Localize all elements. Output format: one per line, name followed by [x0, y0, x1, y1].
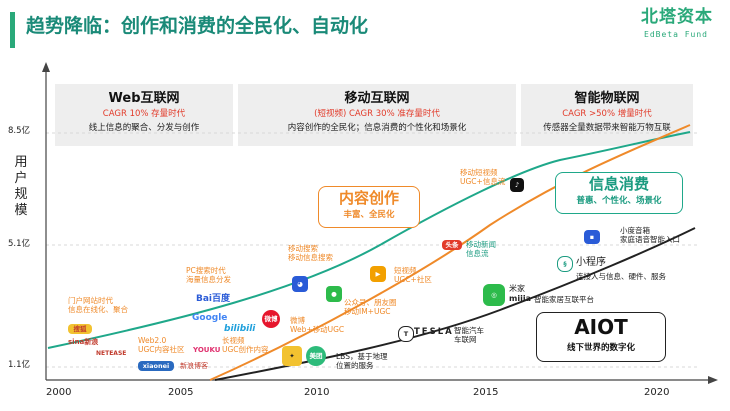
mini-program-icon: § — [557, 256, 573, 272]
annotation-xiaodu: 小度音箱 家庭语音智能入口 — [620, 226, 680, 244]
callout-subtitle: 丰富、全民化 — [343, 210, 395, 220]
mijia-logo-en: mijia — [509, 294, 531, 303]
xiaodu-icon: ▪ — [584, 230, 600, 244]
y-axis-arrow — [42, 62, 50, 72]
annotation-public-account: 公众号、朋友圈 移动IM+UGC — [344, 298, 397, 316]
x-tick-2005: 2005 — [168, 387, 194, 398]
baidu-app-icon: ◕ — [292, 276, 308, 292]
kuaishou-icon: ▶ — [370, 266, 386, 282]
x-tick-2020: 2020 — [644, 387, 670, 398]
toutiao-logo: 头条 — [442, 240, 462, 250]
annotation-lbs: LBS，基于地理 位置的服务 — [336, 352, 388, 370]
mini-program-label: 小程序 — [576, 257, 606, 268]
title-accent-bar — [10, 12, 15, 48]
annotation-smart-home: 智能家居互联平台 — [534, 295, 594, 304]
annotation-short-video: 短视频 UGC+社区 — [394, 266, 432, 284]
y-axis-title: 用户规模 — [14, 155, 28, 218]
baidu-logo: Bai百度 — [196, 294, 231, 304]
x-axis-arrow — [708, 376, 718, 384]
x-tick-2000: 2000 — [46, 387, 72, 398]
era-cagr: (短视频) CAGR 30% 准存量时代 — [314, 109, 440, 119]
annotation-web2: Web2.0 UGC内容社区 — [138, 336, 185, 354]
trend-line-teal — [47, 131, 691, 349]
callout-title: 信息消费 — [588, 175, 649, 193]
y-tick-8-5: 8.5亿 — [8, 126, 31, 136]
y-tick-5-1: 5.1亿 — [8, 239, 31, 249]
bilibili-logo: bilibili — [224, 324, 256, 334]
annotation-smart-car: 智能汽车 车联网 — [454, 326, 484, 344]
era-desc: 线上信息的聚合、分发与创作 — [88, 123, 200, 133]
x-tick-2010: 2010 — [304, 387, 330, 398]
annotation-mobile-short-video: 移动短视频 UGC+信息流 — [460, 168, 506, 186]
callout-subtitle: 普惠、个性化、场景化 — [576, 196, 662, 206]
annotation-mobile-news: 移动新闻 信息流 — [466, 240, 496, 258]
sina-blog-logo: 新浪博客 — [180, 362, 208, 370]
mijia-icon: ◎ — [483, 284, 505, 306]
meituan-logo: 美团 — [306, 346, 326, 366]
mijia-logo-cn: 米家 — [509, 284, 525, 293]
era-title: 智能物联网 — [574, 91, 640, 106]
era-cagr: CAGR >50% 增量时代 — [562, 109, 652, 119]
xiaonei-logo: xiaonei — [138, 361, 174, 371]
callout-content-creation: 内容创作 丰富、全民化 — [318, 186, 420, 228]
annotation-long-video: 长视频 UGC创作内容 — [222, 336, 269, 354]
youku-logo: YOUKU — [193, 346, 221, 354]
callout-title: 内容创作 — [338, 189, 399, 207]
tesla-icon: T — [398, 326, 414, 342]
brand-logo: 北塔资本 — [641, 7, 713, 27]
annotation-mini-program: 连接人与信息、硬件、服务 — [576, 272, 666, 281]
netease-logo: NETEASE — [96, 350, 127, 357]
era-title: Web互联网 — [108, 91, 180, 106]
trend-line-black — [214, 227, 696, 381]
callout-info-consumption: 信息消费 普惠、个性化、场景化 — [555, 172, 683, 214]
annotation-weibo: 微博 Web+移动UGC — [290, 316, 345, 334]
era-box-web: Web互联网 CAGR 10% 存量时代 线上信息的聚合、分发与创作 — [55, 84, 233, 146]
callout-subtitle: 线下世界的数字化 — [566, 343, 635, 353]
era-desc: 内容创作的全民化；信息消费的个性化和场景化 — [287, 123, 467, 133]
douyin-icon: ♪ — [510, 178, 524, 192]
annotation-portal: 门户网站时代 信息在线化、聚合 — [68, 296, 128, 314]
x-tick-2015: 2015 — [473, 387, 499, 398]
sina-logo: sina新浪 — [68, 338, 99, 346]
annotation-mobile-search: 移动搜索 移动信息搜索 — [288, 244, 333, 262]
weibo-logo: 微博 — [262, 310, 280, 328]
y-tick-1-1: 1.1亿 — [8, 360, 31, 370]
era-cagr: CAGR 10% 存量时代 — [102, 109, 186, 119]
era-desc: 传感器全量数据带来智能万物互联 — [543, 123, 671, 133]
tesla-logo: TESLA — [414, 327, 454, 337]
era-title: 移动互联网 — [344, 91, 410, 106]
google-logo: Google — [192, 313, 228, 323]
era-box-mobile: 移动互联网 (短视频) CAGR 30% 准存量时代 内容创作的全民化；信息消费… — [238, 84, 516, 146]
annotation-pc-search: PC搜索时代 海量信息分发 — [186, 266, 231, 284]
callout-title: AIOT — [574, 315, 628, 339]
wechat-icon: ● — [326, 286, 342, 302]
slide-title: 趋势降临：创作和消费的全民化、自动化 — [26, 15, 369, 37]
sohu-logo: 搜狐 — [68, 324, 92, 334]
trend-line-orange — [209, 124, 691, 381]
eleme-icon: ✦ — [282, 346, 302, 366]
callout-aiot: AIOT 线下世界的数字化 — [536, 312, 666, 362]
brand-logo-subtext: EdBeta Fund — [644, 30, 708, 39]
